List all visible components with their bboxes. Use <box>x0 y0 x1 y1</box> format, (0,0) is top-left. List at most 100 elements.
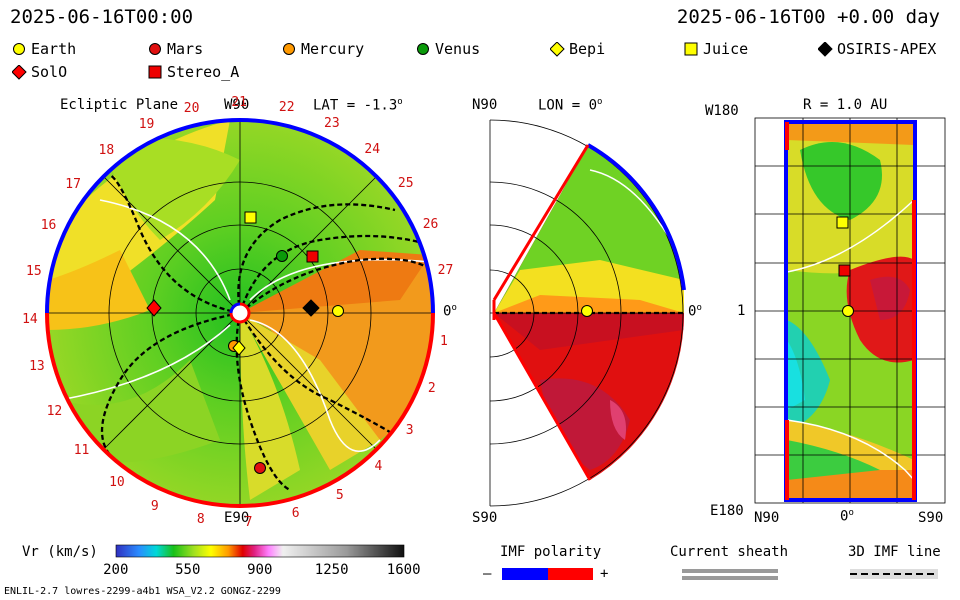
sphere-plot[interactable] <box>754 117 946 504</box>
ecliptic-lat-label: LAT = -1.3o <box>313 97 403 114</box>
carrington-label: 4 <box>374 459 383 475</box>
carrington-label: 22 <box>278 100 295 116</box>
carrington-label: 25 <box>397 176 414 192</box>
square-icon <box>684 42 698 55</box>
polarity-rim-positive <box>45 312 435 509</box>
meridional-n-label: N90 <box>472 97 498 113</box>
legend-item-earth: Earth <box>12 40 76 58</box>
juice-marker-sphere[interactable] <box>836 216 849 229</box>
vr-colorbar <box>115 544 405 558</box>
imf-plus-label: + <box>600 566 609 582</box>
carrington-label: 20 <box>183 100 200 116</box>
imf-positive-swatch <box>548 568 593 580</box>
model-footer: ENLIL-2.7 lowres-2299-a4b1 WSA_V2.2 GONG… <box>4 586 281 597</box>
legend-label: Juice <box>703 40 749 58</box>
imf-line-label: 3D IMF line <box>848 544 941 560</box>
carrington-label: 16 <box>40 218 57 234</box>
carrington-label: 26 <box>422 217 439 233</box>
stereo-a-marker[interactable] <box>306 250 319 263</box>
time-label-left: 2025-06-16T00:00 <box>10 6 194 28</box>
sphere-e-label: E180 <box>710 503 744 519</box>
circle-icon <box>417 42 429 55</box>
square-icon <box>148 65 162 78</box>
sphere-r-label: R = 1.0 AU <box>803 97 888 113</box>
colorbar-tick-label: 1600 <box>386 562 421 578</box>
osiris-apex-marker[interactable] <box>302 299 320 317</box>
polarity-rim-negative <box>45 118 241 314</box>
carrington-label: 19 <box>138 116 155 132</box>
ecliptic-top-label: W90 <box>224 97 250 113</box>
meridional-plot[interactable] <box>489 119 690 507</box>
ecliptic-bottom-label: E90 <box>224 510 250 526</box>
meridional-right-label: 0o <box>688 303 702 320</box>
circle-icon <box>283 42 295 55</box>
legend-item-venus: Venus <box>416 40 480 58</box>
imf-minus-label: – <box>483 566 492 582</box>
carrington-label: 6 <box>291 506 300 522</box>
current-sheath-label: Current sheath <box>670 544 789 560</box>
carrington-label: 13 <box>29 359 45 375</box>
carrington-label: 27 <box>437 262 454 278</box>
legend-label: SolO <box>31 63 68 81</box>
juice-marker[interactable] <box>244 211 257 224</box>
sphere-mid-label: 1 <box>737 303 746 319</box>
colorbar-tick-label: 1250 <box>314 562 349 578</box>
colorbar-tick-label: 200 <box>103 562 129 578</box>
legend-item-solo: SolO <box>12 63 67 81</box>
legend-item-mercury: Mercury <box>282 40 364 58</box>
legend-label: Mercury <box>301 40 365 58</box>
current-sheath-swatch-1 <box>682 569 778 573</box>
time-label-right: 2025-06-16T00 +0.00 day <box>676 6 940 28</box>
legend-item-osiris-apex: OSIRIS-APEX <box>818 40 936 58</box>
imf-negative-swatch <box>502 568 548 580</box>
ecliptic-right-label: 0o <box>443 303 457 320</box>
carrington-label: 5 <box>335 487 344 503</box>
legend-label: Bepi <box>569 40 606 58</box>
sphere-bottom-right-label: S90 <box>918 510 944 526</box>
carrington-label: 2 <box>427 380 436 396</box>
earth-marker-meridional[interactable] <box>581 305 593 317</box>
bepi-marker[interactable] <box>232 340 246 356</box>
sphere-w-label: W180 <box>705 103 739 119</box>
carrington-label: 24 <box>364 142 381 157</box>
colorbar-tick-label: 900 <box>247 562 273 578</box>
earth-marker[interactable] <box>332 305 344 317</box>
colorbar-label: Vr (km/s) <box>22 544 98 560</box>
carrington-label: 9 <box>150 498 159 514</box>
current-sheath-swatch-2 <box>682 576 778 580</box>
colorbar-tick-label: 550 <box>175 562 201 578</box>
sphere-bottom-mid-label: 0o <box>840 508 854 525</box>
carrington-label: 15 <box>26 263 42 279</box>
sphere-bottom-left-label: N90 <box>754 510 780 526</box>
carrington-label: 10 <box>109 475 125 491</box>
legend-item-mars: Mars <box>148 40 203 58</box>
carrington-label: 7 <box>244 514 253 530</box>
ecliptic-title: Ecliptic Plane <box>60 97 179 113</box>
venus-marker[interactable] <box>276 250 288 262</box>
carrington-label: 18 <box>98 142 115 158</box>
carrington-label: 17 <box>65 177 81 193</box>
mars-marker[interactable] <box>254 462 266 474</box>
diamond-icon <box>12 64 27 80</box>
diamond-icon <box>818 41 833 57</box>
carrington-label: 1 <box>439 334 448 350</box>
imf-polarity-label: IMF polarity <box>500 544 602 560</box>
legend-label: Mars <box>167 40 204 58</box>
legend-label: OSIRIS-APEX <box>837 40 937 58</box>
stereo-a-marker-sphere[interactable] <box>838 264 851 277</box>
legend-label: Venus <box>435 40 481 58</box>
diamond-icon <box>550 41 565 57</box>
current-sheath-lines <box>59 199 431 452</box>
carrington-label: 3 <box>405 422 414 438</box>
meridional-lon-label: LON = 0o <box>538 97 603 114</box>
legend-item-bepi: Bepi <box>550 40 605 58</box>
circle-icon <box>149 42 161 55</box>
carrington-label: 23 <box>324 116 340 132</box>
legend-item-juice: Juice <box>684 40 748 58</box>
carrington-label: 21 <box>231 95 247 110</box>
solo-marker[interactable] <box>146 299 162 317</box>
carrington-label: 14 <box>22 311 38 327</box>
earth-marker-sphere[interactable] <box>842 305 854 317</box>
carrington-label: 12 <box>46 403 63 419</box>
